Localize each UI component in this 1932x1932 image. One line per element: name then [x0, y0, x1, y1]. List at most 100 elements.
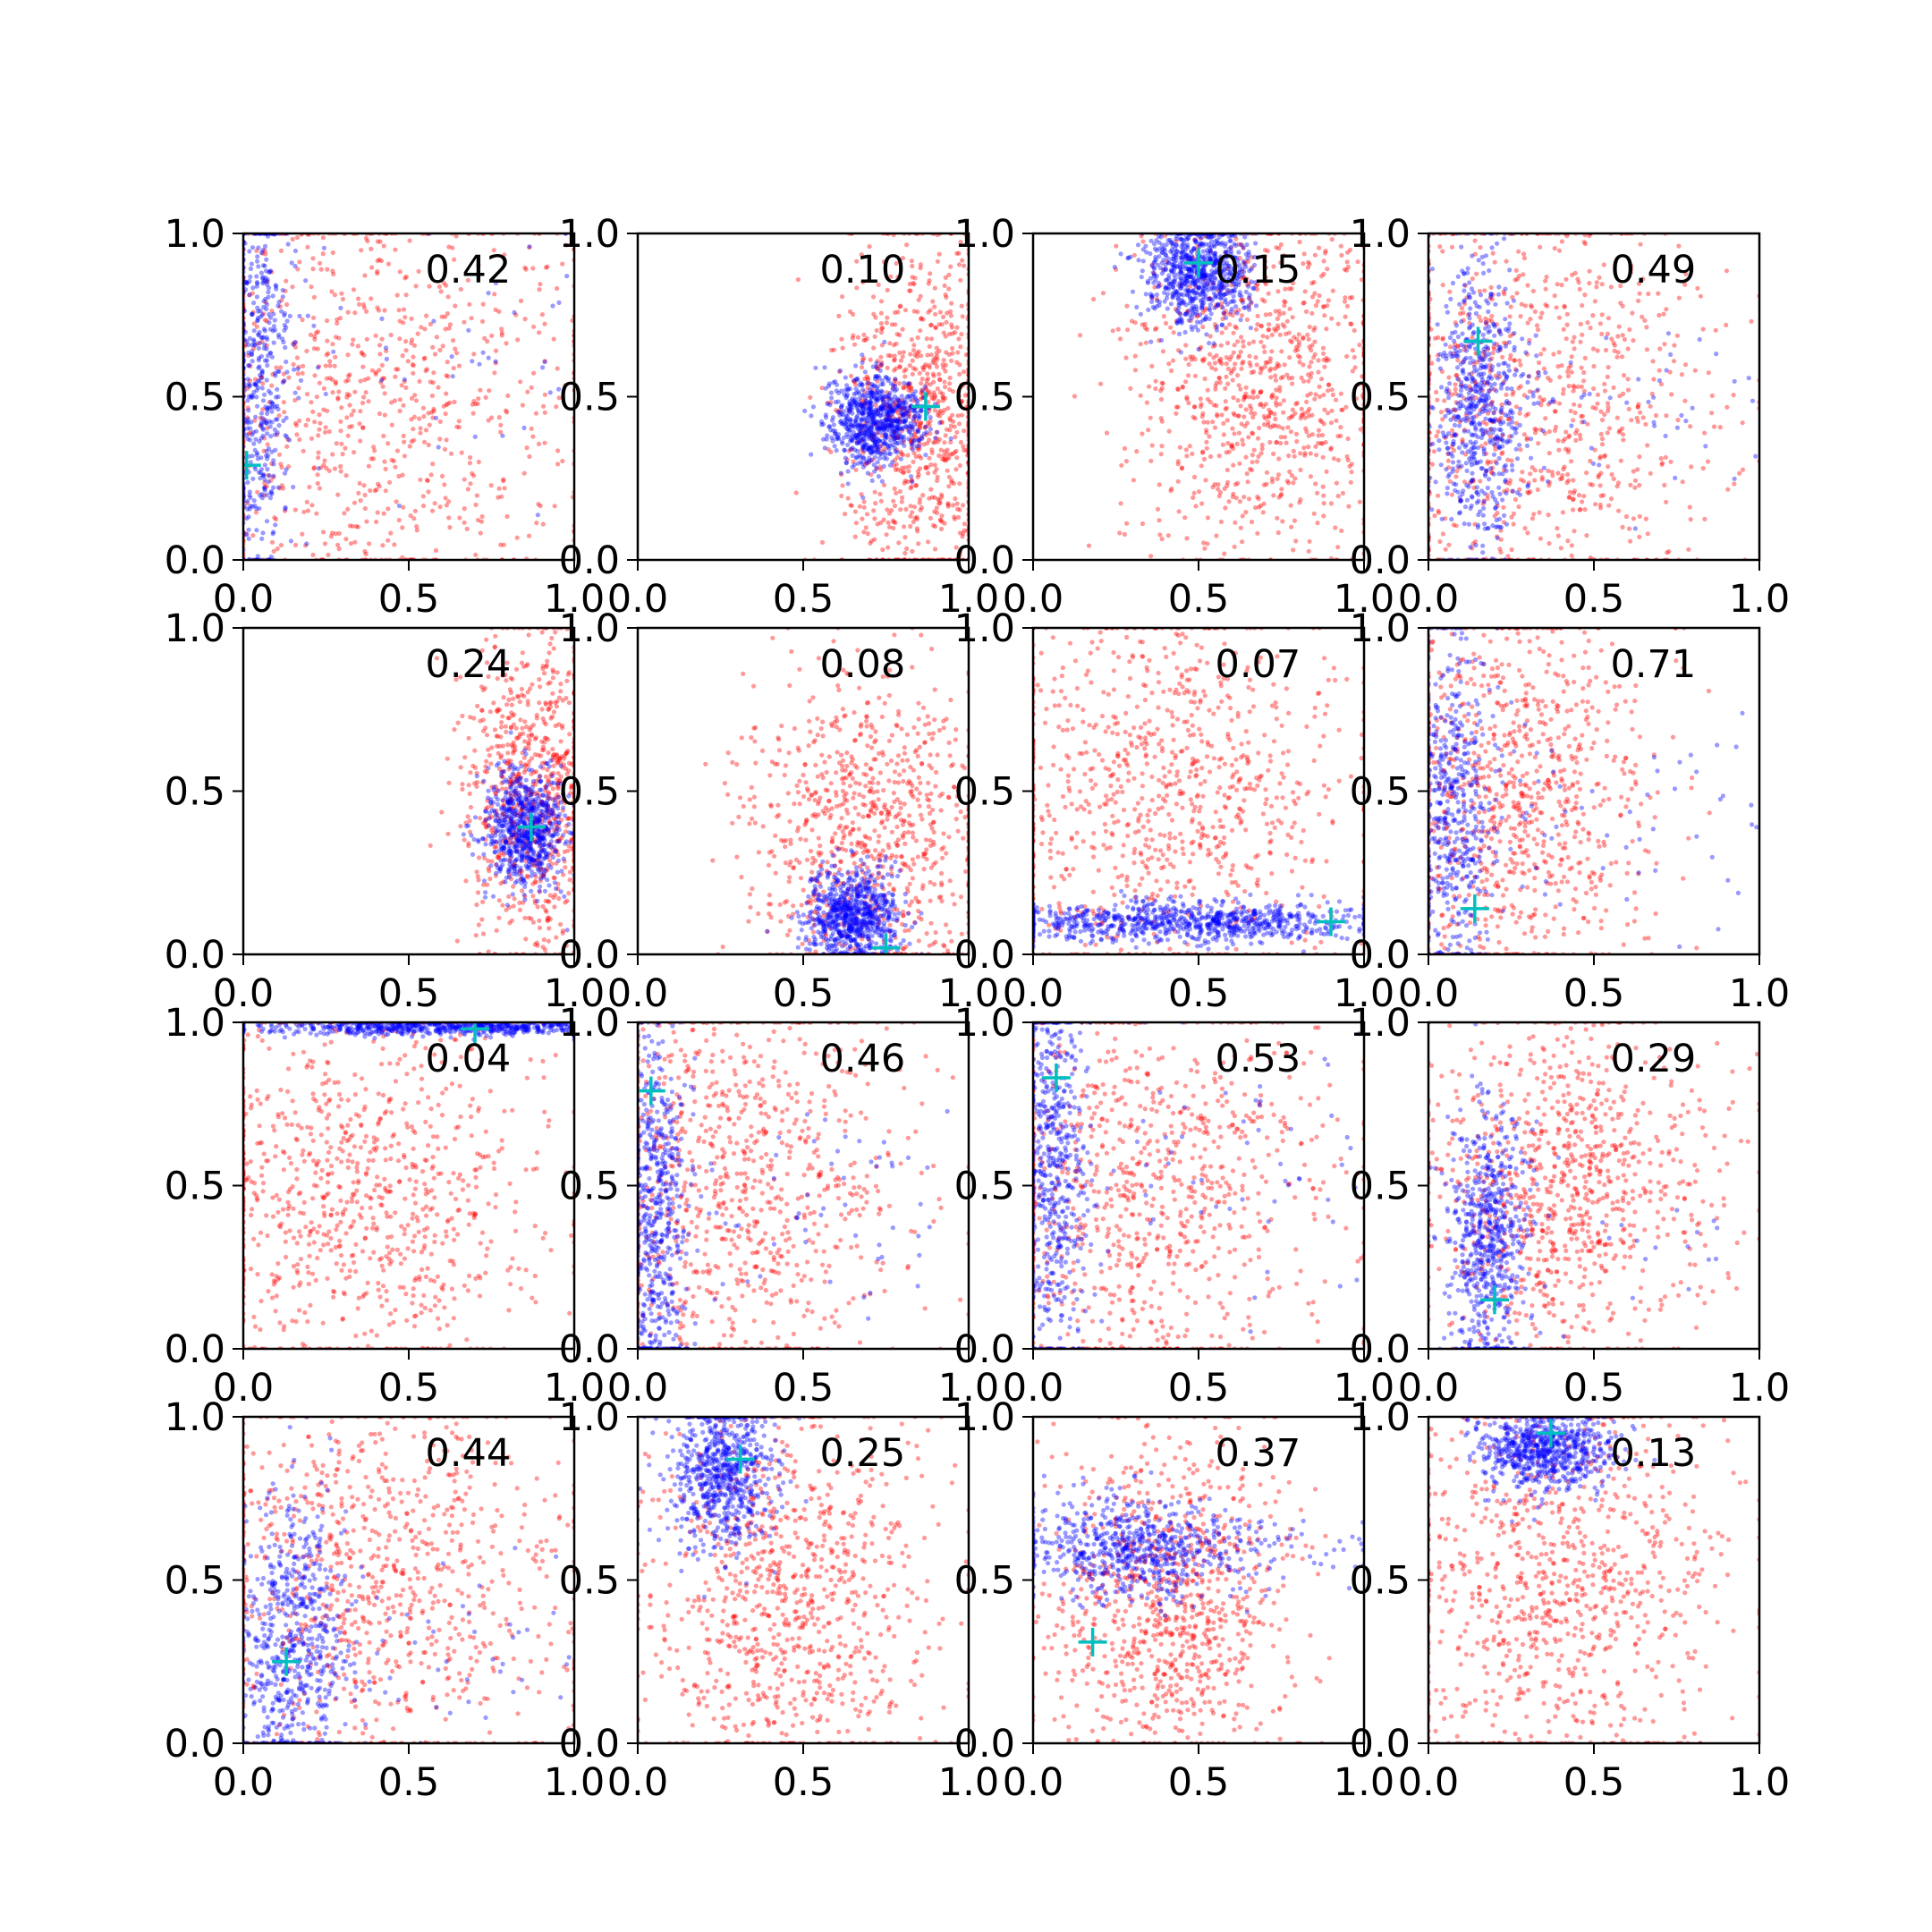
red-point	[1222, 552, 1226, 556]
red-point	[911, 282, 916, 286]
blue-point	[255, 404, 259, 409]
blue-point	[833, 379, 837, 384]
blue-point	[311, 324, 316, 328]
red-point	[937, 377, 942, 382]
blue-point	[848, 410, 852, 414]
red-point	[885, 532, 889, 537]
red-point	[333, 292, 337, 297]
blue-point	[835, 436, 839, 441]
red-point	[487, 388, 491, 393]
red-point	[369, 265, 374, 269]
red-point	[925, 352, 929, 357]
red-point	[1555, 526, 1559, 530]
blue-point	[1208, 296, 1213, 301]
red-point	[445, 402, 450, 406]
red-point	[386, 538, 390, 543]
blue-point	[487, 356, 491, 360]
blue-point	[886, 411, 890, 415]
red-point	[1578, 340, 1582, 344]
red-point	[1297, 332, 1301, 336]
red-point	[1312, 512, 1317, 516]
blue-point	[1174, 258, 1178, 263]
blue-point	[306, 314, 310, 318]
red-point	[945, 469, 950, 473]
red-point	[960, 258, 964, 263]
red-point	[417, 417, 421, 421]
blue-point	[542, 360, 547, 364]
red-point	[1247, 496, 1251, 501]
red-point	[1226, 367, 1231, 371]
red-point	[936, 259, 940, 264]
red-point	[1265, 335, 1269, 339]
red-point	[270, 540, 275, 545]
red-point	[1199, 501, 1204, 505]
red-point	[886, 546, 890, 550]
red-point	[376, 510, 380, 514]
blue-point	[1239, 318, 1243, 322]
blue-point	[1149, 295, 1154, 300]
blue-point	[843, 455, 848, 460]
red-point	[377, 352, 382, 356]
red-point	[1236, 355, 1241, 360]
red-point	[1318, 293, 1322, 298]
red-point	[879, 299, 884, 303]
red-point	[445, 374, 450, 378]
red-point	[1326, 298, 1331, 302]
red-point	[421, 406, 426, 411]
red-point	[1199, 396, 1203, 401]
blue-point	[1185, 292, 1190, 297]
y-tick-label: 1.0	[165, 212, 225, 257]
red-point	[522, 471, 527, 476]
red-point	[1148, 459, 1153, 463]
red-point	[444, 392, 448, 396]
blue-point	[855, 414, 860, 419]
red-point	[476, 402, 480, 406]
red-point	[1306, 445, 1310, 449]
blue-point	[1146, 281, 1150, 285]
red-point	[443, 447, 447, 452]
blue-point	[878, 452, 883, 456]
red-point	[527, 534, 531, 538]
blue-point	[1150, 264, 1155, 268]
blue-point	[850, 396, 854, 401]
red-point	[962, 428, 966, 433]
red-point	[414, 398, 419, 402]
red-point	[1271, 452, 1275, 456]
red-point	[1201, 540, 1206, 545]
red-point	[346, 310, 351, 315]
blue-point	[291, 485, 295, 489]
red-point	[1302, 251, 1307, 256]
blue-point	[1212, 341, 1216, 345]
red-point	[304, 423, 309, 428]
red-point	[1224, 326, 1228, 330]
red-point	[309, 284, 313, 289]
red-point	[908, 363, 912, 368]
red-point	[1205, 446, 1209, 451]
blue-point	[911, 447, 915, 452]
red-point	[1162, 314, 1166, 318]
red-point	[1555, 305, 1559, 309]
red-point	[1233, 482, 1238, 487]
red-point	[1346, 436, 1351, 441]
red-point	[381, 385, 386, 389]
red-point	[928, 487, 933, 492]
blue-point	[276, 300, 281, 304]
red-point	[338, 428, 343, 433]
blue-point	[853, 422, 858, 427]
red-point	[862, 505, 867, 510]
red-point	[473, 553, 478, 557]
red-point	[414, 524, 419, 529]
blue-point	[281, 380, 285, 385]
red-point	[1271, 423, 1275, 428]
red-point	[948, 376, 953, 380]
blue-point	[935, 430, 939, 435]
red-point	[1244, 386, 1249, 390]
red-point	[1184, 453, 1189, 458]
blue-point	[249, 267, 253, 271]
blue-point	[1177, 332, 1182, 336]
red-point	[402, 440, 406, 445]
red-point	[543, 411, 547, 415]
red-point	[421, 504, 426, 508]
red-point	[1565, 323, 1570, 327]
red-point	[1133, 354, 1138, 359]
